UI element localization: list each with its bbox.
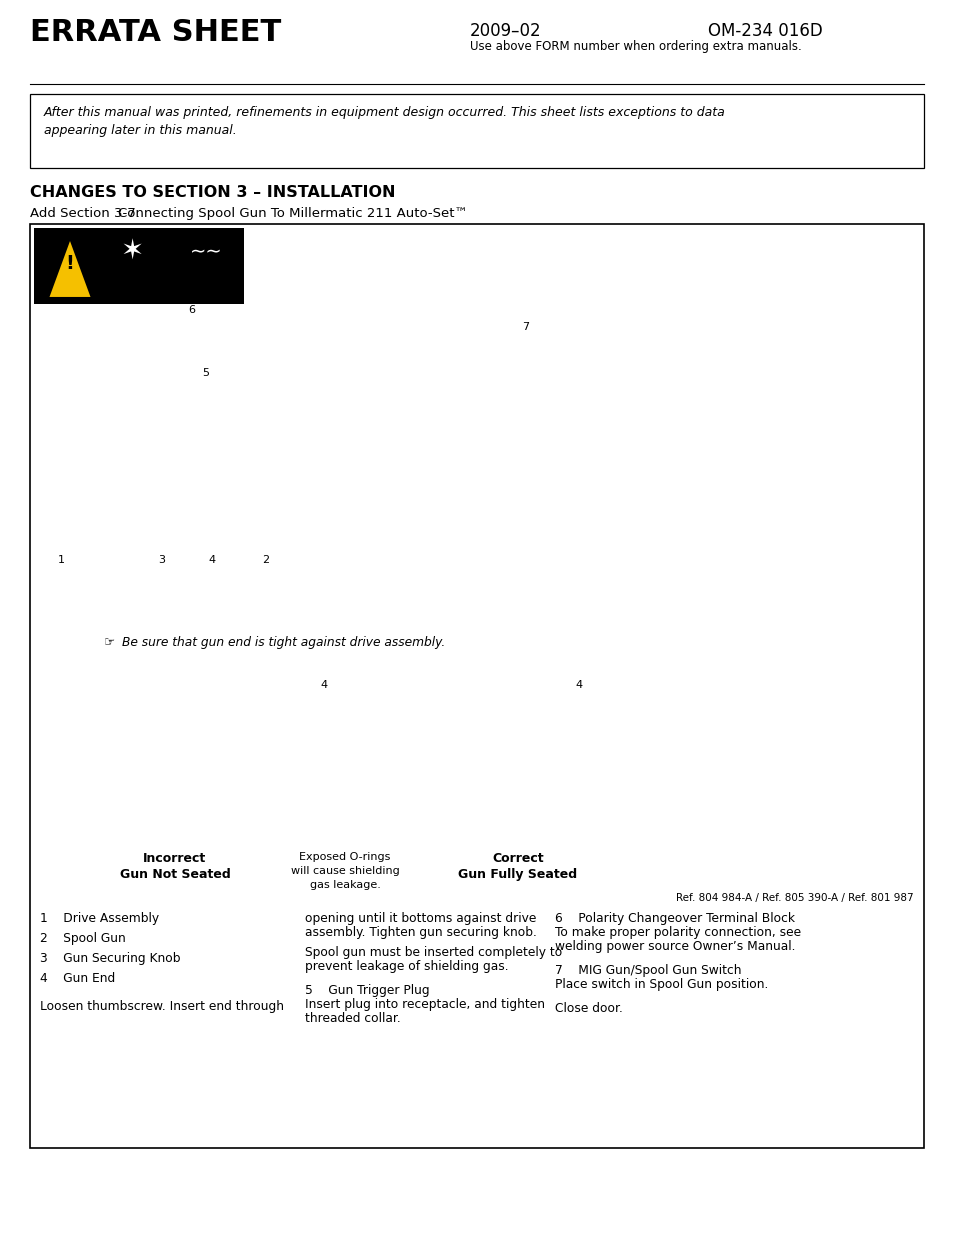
FancyBboxPatch shape [30,224,923,1149]
Text: 5    Gun Trigger Plug: 5 Gun Trigger Plug [305,984,429,997]
Text: 4: 4 [319,680,327,690]
Text: Insert plug into receptacle, and tighten: Insert plug into receptacle, and tighten [305,998,544,1011]
Text: ☞: ☞ [104,636,115,650]
Text: 1: 1 [58,555,65,564]
Text: Gun Not Seated: Gun Not Seated [119,868,230,881]
Text: 7: 7 [521,322,529,332]
Text: 4: 4 [208,555,214,564]
Text: Ref. 804 984-A / Ref. 805 390-A / Ref. 801 987: Ref. 804 984-A / Ref. 805 390-A / Ref. 8… [676,893,913,903]
Text: will cause shielding: will cause shielding [291,866,399,876]
Text: opening until it bottoms against drive: opening until it bottoms against drive [305,911,536,925]
Text: Be sure that gun end is tight against drive assembly.: Be sure that gun end is tight against dr… [122,636,445,650]
Polygon shape [48,238,91,298]
Text: CHANGES TO SECTION 3 – INSTALLATION: CHANGES TO SECTION 3 – INSTALLATION [30,185,395,200]
Text: To make proper polarity connection, see: To make proper polarity connection, see [555,926,801,939]
Text: prevent leakage of shielding gas.: prevent leakage of shielding gas. [305,960,508,973]
FancyBboxPatch shape [34,228,244,304]
Text: Loosen thumbscrew. Insert end through: Loosen thumbscrew. Insert end through [40,1000,284,1013]
Text: !: ! [66,254,74,273]
Text: 3    Gun Securing Knob: 3 Gun Securing Knob [40,952,180,965]
FancyBboxPatch shape [100,230,164,300]
Text: 2    Spool Gun: 2 Spool Gun [40,932,126,945]
Text: 6    Polarity Changeover Terminal Block: 6 Polarity Changeover Terminal Block [555,911,794,925]
Text: ∼∼: ∼∼ [190,242,222,261]
Text: OM-234 016D: OM-234 016D [707,22,821,40]
Text: threaded collar.: threaded collar. [305,1011,400,1025]
Text: appearing later in this manual.: appearing later in this manual. [44,124,236,137]
Text: 4    Gun End: 4 Gun End [40,972,115,986]
Text: Use above FORM number when ordering extra manuals.: Use above FORM number when ordering extr… [470,40,801,53]
Text: assembly. Tighten gun securing knob.: assembly. Tighten gun securing knob. [305,926,537,939]
Text: 2009–02: 2009–02 [470,22,541,40]
FancyBboxPatch shape [172,230,240,300]
Text: gas leakage.: gas leakage. [309,881,380,890]
Text: welding power source Owner’s Manual.: welding power source Owner’s Manual. [555,940,795,953]
Text: Incorrect: Incorrect [143,852,207,864]
Text: Gun Fully Seated: Gun Fully Seated [458,868,577,881]
Text: 3: 3 [158,555,165,564]
FancyBboxPatch shape [30,94,923,168]
Text: ERRATA SHEET: ERRATA SHEET [30,19,281,47]
Text: 4: 4 [575,680,581,690]
Text: ✶: ✶ [120,238,144,266]
Text: After this manual was printed, refinements in equipment design occurred. This sh: After this manual was printed, refinemen… [44,106,725,119]
Text: Exposed O-rings: Exposed O-rings [299,852,391,862]
Text: 1    Drive Assembly: 1 Drive Assembly [40,911,159,925]
Text: 6: 6 [188,305,194,315]
Text: Close door.: Close door. [555,1002,622,1015]
Text: 5: 5 [202,368,209,378]
Text: Spool gun must be inserted completely to: Spool gun must be inserted completely to [305,946,561,960]
Text: Place switch in Spool Gun position.: Place switch in Spool Gun position. [555,978,767,990]
Text: Correct: Correct [492,852,543,864]
Text: Add Section 3-7.: Add Section 3-7. [30,207,140,220]
Text: Connecting Spool Gun To Millermatic 211 Auto-Set™: Connecting Spool Gun To Millermatic 211 … [118,207,467,220]
Text: 7    MIG Gun/Spool Gun Switch: 7 MIG Gun/Spool Gun Switch [555,965,740,977]
Text: 2: 2 [262,555,269,564]
